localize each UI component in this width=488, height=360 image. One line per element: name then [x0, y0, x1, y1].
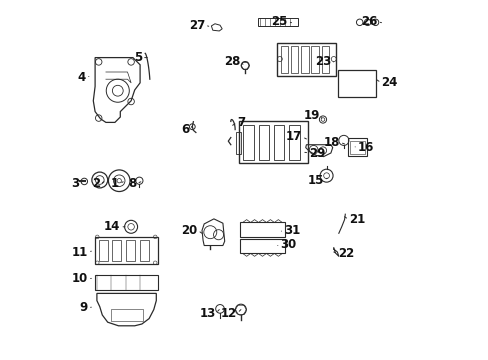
Text: 18: 18 [323, 136, 339, 149]
Bar [112, 240, 121, 261]
Bar [291, 46, 298, 73]
Text: 27: 27 [188, 19, 204, 32]
Bar [276, 43, 336, 76]
Text: 10: 10 [72, 273, 88, 285]
Bar [288, 125, 299, 160]
Text: 30: 30 [280, 238, 296, 251]
Text: 5: 5 [133, 51, 142, 64]
Bar [240, 239, 285, 253]
Bar [258, 18, 297, 26]
Text: 26: 26 [361, 15, 377, 28]
Bar [347, 138, 366, 156]
Bar [337, 70, 375, 97]
Bar [99, 240, 107, 261]
Bar [301, 46, 308, 73]
Bar [239, 121, 307, 163]
Bar [95, 237, 158, 264]
Bar [273, 125, 284, 160]
Text: 29: 29 [309, 147, 325, 159]
Text: 17: 17 [285, 130, 302, 143]
Bar [243, 125, 254, 160]
Text: 8: 8 [128, 177, 136, 190]
Text: 15: 15 [306, 174, 323, 186]
Text: 13: 13 [199, 307, 215, 320]
Text: 20: 20 [181, 224, 197, 237]
Text: 22: 22 [337, 247, 354, 260]
Bar [240, 222, 285, 237]
Bar [236, 132, 240, 154]
Bar [110, 309, 142, 321]
Text: 6: 6 [181, 123, 189, 136]
Bar [258, 125, 269, 160]
Text: 24: 24 [381, 76, 397, 89]
Text: 7: 7 [237, 116, 245, 129]
Bar [126, 240, 135, 261]
Bar [281, 46, 288, 73]
Text: 9: 9 [80, 301, 88, 314]
Text: 12: 12 [221, 307, 237, 320]
Bar [95, 275, 158, 290]
Text: 21: 21 [348, 213, 365, 226]
Text: 31: 31 [284, 224, 300, 237]
Text: 2: 2 [91, 177, 100, 190]
Text: 11: 11 [72, 246, 88, 258]
Text: 19: 19 [303, 109, 320, 122]
Text: 3: 3 [71, 177, 79, 190]
Text: 16: 16 [357, 141, 373, 154]
Text: 14: 14 [104, 220, 120, 233]
Text: 1: 1 [111, 177, 119, 190]
Bar [349, 141, 365, 154]
Text: 25: 25 [271, 15, 287, 28]
Bar [321, 46, 328, 73]
Bar [140, 240, 148, 261]
Text: 23: 23 [314, 55, 330, 68]
Bar [311, 46, 318, 73]
Text: 28: 28 [224, 55, 241, 68]
Text: 4: 4 [78, 71, 86, 84]
